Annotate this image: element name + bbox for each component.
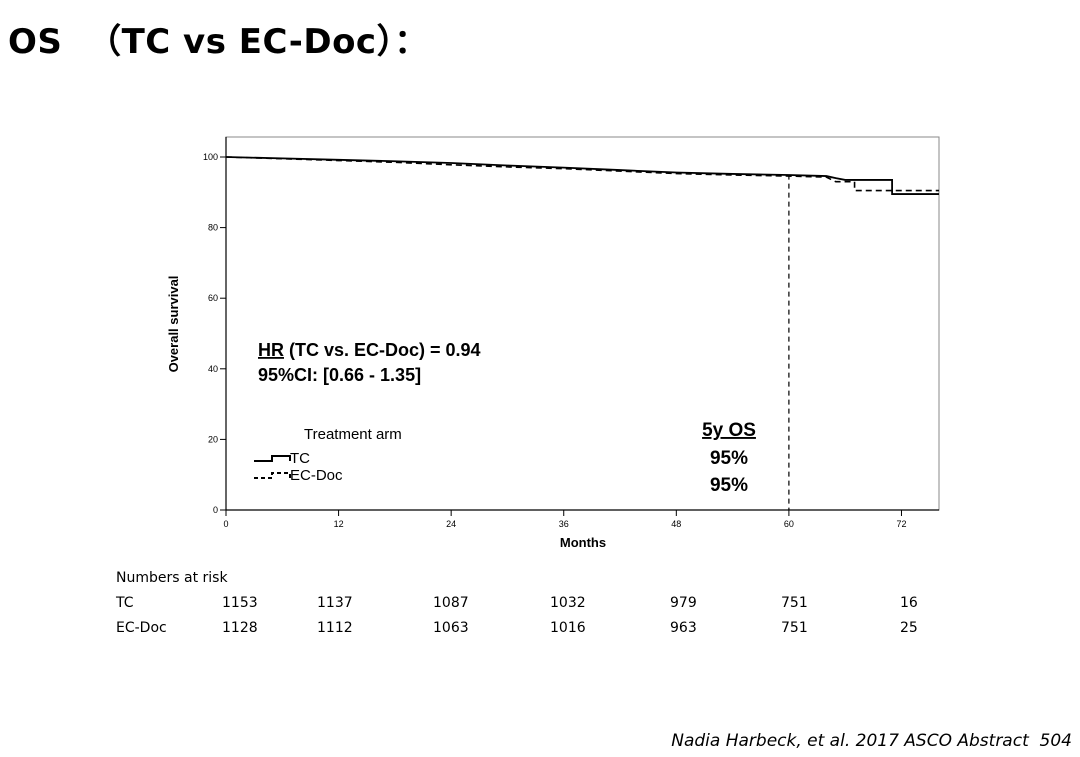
x-tick-label: 24 xyxy=(446,519,456,529)
series-line-tc xyxy=(225,156,939,195)
series-layer xyxy=(225,156,939,195)
legend-swatch-tc xyxy=(254,455,291,462)
y-axis-label: Overall survival xyxy=(166,276,181,373)
y-tick-label: 0 xyxy=(213,505,218,515)
x-tick-label: 0 xyxy=(223,519,228,529)
ci-annotation: 95%CI: [0.66 - 1.35] xyxy=(258,365,421,385)
y-axis-ticks: 0 20 40 60 80 100 xyxy=(203,152,226,515)
x-tick-label: 12 xyxy=(334,519,344,529)
os-value-ec-doc: 95% xyxy=(710,475,748,496)
legend-label-ec-doc: EC-Doc xyxy=(290,467,343,484)
hr-annotation: HR (TC vs. EC-Doc) = 0.94 xyxy=(258,340,481,360)
os-heading: 5y OS xyxy=(702,420,756,441)
citation: Nadia Harbeck, et al. 2017 ASCO Abstract… xyxy=(671,731,1072,751)
os-value-tc: 95% xyxy=(710,448,748,469)
x-axis-ticks: 0 12 24 36 48 60 72 xyxy=(223,510,906,529)
legend-title: Treatment arm xyxy=(304,426,402,443)
legend-label-tc: TC xyxy=(290,450,310,467)
legend-swatch-ec-doc xyxy=(254,472,291,479)
slide-title: OS （TC vs EC-Doc）： xyxy=(8,22,429,62)
y-tick-label: 100 xyxy=(203,152,218,162)
x-tick-label: 60 xyxy=(784,519,794,529)
hr-rest: (TC vs. EC-Doc) = 0.94 xyxy=(284,340,481,360)
x-tick-label: 48 xyxy=(671,519,681,529)
x-axis-label: Months xyxy=(560,535,606,550)
series-line-ec-doc xyxy=(225,156,939,192)
x-tick-label: 72 xyxy=(896,519,906,529)
plot-frame xyxy=(225,136,940,511)
y-tick-label: 80 xyxy=(208,223,218,233)
y-tick-label: 20 xyxy=(208,434,218,444)
hr-prefix: HR xyxy=(258,340,284,360)
y-tick-label: 60 xyxy=(208,293,218,303)
x-tick-label: 36 xyxy=(559,519,569,529)
y-tick-label: 40 xyxy=(208,364,218,374)
